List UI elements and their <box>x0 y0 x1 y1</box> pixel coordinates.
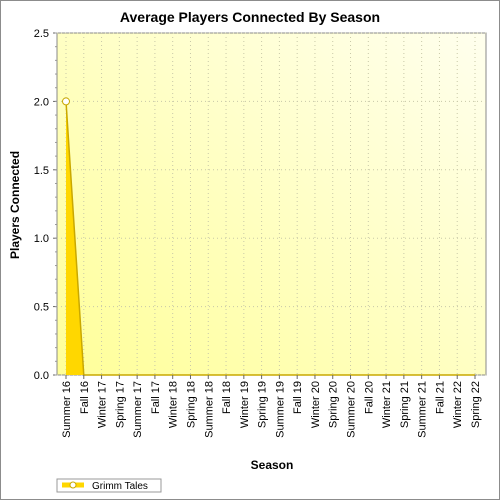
y-tick-label: 0.5 <box>34 302 49 314</box>
y-tick-label: 1.0 <box>34 233 49 245</box>
x-tick-label: Fall 20 <box>363 381 375 414</box>
series-area <box>62 97 475 376</box>
x-tick-label: Fall 18 <box>221 381 233 414</box>
x-tick-label: Summer 17 <box>132 381 144 438</box>
y-axis-title: Players Connected <box>8 151 22 259</box>
x-tick-label: Winter 21 <box>381 381 393 428</box>
x-tick-label: Spring 20 <box>328 381 340 428</box>
chart-title: Average Players Connected By Season <box>120 9 380 25</box>
x-tick-label: Winter 22 <box>452 381 464 428</box>
grid <box>57 32 486 376</box>
y-tick-label: 2.5 <box>34 28 49 40</box>
x-tick-label: Winter 17 <box>97 381 109 428</box>
x-axis-ticks: Summer 16 Fall 16 Winter 17 Spring 17 Summer… <box>61 375 482 438</box>
legend: Grimm Tales <box>56 478 162 493</box>
x-tick-label: Fall 21 <box>434 381 446 414</box>
x-tick-label: Summer 19 <box>274 381 286 438</box>
x-tick-label: Fall 19 <box>292 381 304 414</box>
plot-area <box>56 32 487 376</box>
x-tick-label: Spring 21 <box>399 381 411 428</box>
legend-marker <box>69 481 77 489</box>
x-tick-label: Spring 19 <box>257 381 269 428</box>
x-tick-label: Winter 18 <box>168 381 180 428</box>
x-tick-label: Summer 18 <box>203 381 215 438</box>
legend-label: Grimm Tales <box>92 481 148 492</box>
series-line <box>65 101 475 376</box>
x-tick-label: Winter 19 <box>239 381 251 428</box>
x-tick-label: Fall 17 <box>150 381 162 414</box>
legend-box <box>56 478 162 493</box>
x-tick-label: Spring 22 <box>470 381 482 428</box>
x-tick-label: Summer 21 <box>417 381 429 438</box>
x-tick-label: Fall 16 <box>79 381 91 414</box>
y-tick-label: 1.5 <box>34 165 49 177</box>
y-axis-ticks: 0.0 0.5 1.0 1.5 2.0 2.5 <box>34 28 57 382</box>
x-tick-label: Spring 18 <box>185 381 197 428</box>
y-tick-label: 0.0 <box>34 370 49 382</box>
data-point-marker <box>62 97 70 106</box>
y-tick-label: 2.0 <box>34 96 49 108</box>
x-axis-title: Season <box>251 458 294 472</box>
x-tick-label: Spring 17 <box>114 381 126 428</box>
x-tick-label: Summer 16 <box>61 381 73 438</box>
x-tick-label: Summer 20 <box>346 381 358 438</box>
x-tick-label: Winter 20 <box>310 381 322 428</box>
